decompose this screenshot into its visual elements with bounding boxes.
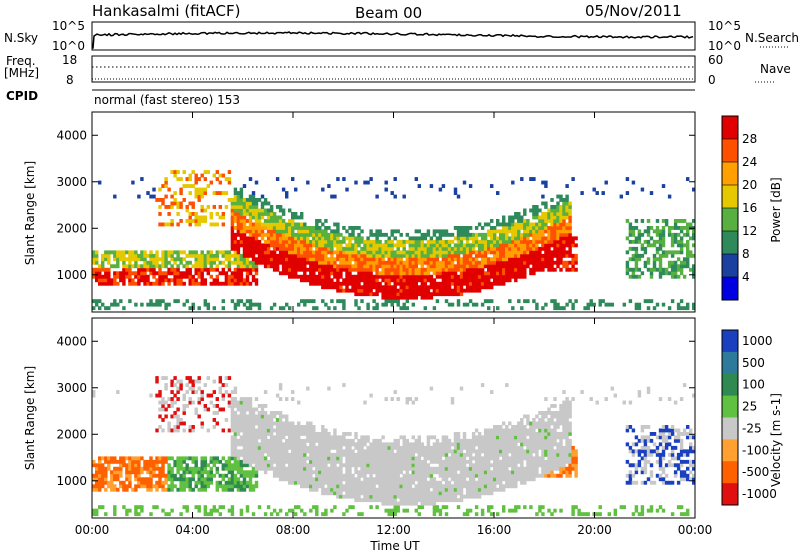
colorbar-tick-label: 25 (742, 400, 757, 414)
freq-left-tick-bottom: 8 (66, 73, 74, 87)
colorbar-tick-label: 12 (742, 224, 757, 238)
noise-left-tick-top: 10^5 (52, 19, 85, 33)
velocity-panel: 4000 3000 2000 1000 (56, 317, 696, 519)
power-colorbar-label: Power [dB] (769, 177, 783, 242)
colorbar-segment (722, 395, 738, 418)
colorbar-segment (722, 277, 738, 301)
velocity-ytick-label: 3000 (56, 381, 87, 395)
station-title: Hankasalmi (fitACF) (92, 2, 240, 20)
freq-left-label-2: [MHz] (4, 66, 39, 80)
colorbar-segment (722, 483, 738, 506)
cpid-text: normal (fast stereo) 153 (94, 93, 240, 107)
x-tick-label: 16:00 (477, 523, 512, 537)
power-ytick-label: 1000 (56, 268, 87, 282)
beam-title: Beam 00 (355, 4, 422, 22)
velocity-colorbar: 1000 500 100 25 -25 -100 -500 -1000 (721, 329, 777, 506)
colorbar-tick-label: 16 (742, 201, 757, 215)
x-axis-ticks: 00:00 04:00 08:00 12:00 16:00 20:00 00:00 (75, 523, 713, 537)
power-cells (92, 170, 696, 311)
power-ytick-label: 3000 (56, 175, 87, 189)
colorbar-tick-label: 28 (742, 132, 757, 146)
x-tick-label: 04:00 (175, 523, 210, 537)
colorbar-tick-label: 500 (742, 356, 765, 370)
noise-left-label: N.Sky (4, 31, 38, 45)
colorbar-segment (722, 162, 738, 186)
velocity-y-axis-label: Slant Range [km] (23, 366, 37, 470)
colorbar-segment (722, 185, 738, 209)
colorbar-tick-label: 100 (742, 378, 765, 392)
power-colorbar: 28 24 20 16 12 8 4 (721, 115, 757, 301)
velocity-ytick-label: 2000 (56, 427, 87, 441)
velocity-ytick-label: 4000 (56, 334, 87, 348)
freq-panel-frame (91, 55, 696, 83)
colorbar-segment (722, 373, 738, 397)
power-y-axis-label: Slant Range [km] (23, 161, 37, 265)
colorbar-segment (722, 208, 738, 232)
noise-right-label: N.Search (745, 31, 799, 45)
velocity-ytick-label: 1000 (56, 474, 87, 488)
nave-label: Nave (760, 62, 791, 76)
velocity-colorbar-label: Velocity [m s-1] (769, 393, 783, 487)
noise-trace (92, 31, 694, 49)
freq-right-tick-top: 60 (708, 53, 723, 67)
date-title: 05/Nov/2011 (585, 2, 682, 20)
colorbar-tick-label: -1000 (742, 487, 777, 501)
x-tick-label: 12:00 (376, 523, 411, 537)
colorbar-segment (722, 461, 738, 484)
power-ytick-label: 2000 (56, 221, 87, 235)
freq-right-tick-bottom: 0 (708, 73, 716, 87)
x-tick-label: 20:00 (577, 523, 612, 537)
colorbar-segment (722, 417, 738, 440)
noise-line (92, 31, 694, 49)
colorbar-tick-label: 1000 (742, 334, 773, 348)
colorbar-segment (722, 351, 738, 375)
colorbar-tick-label: -25 (742, 421, 762, 435)
velocity-cells (92, 376, 696, 517)
colorbar-tick-label: -500 (742, 465, 769, 479)
colorbar-segment (722, 439, 738, 462)
colorbar-segment (722, 254, 738, 278)
colorbar-tick-label: 20 (742, 178, 757, 192)
noise-left-tick-bottom: 10^0 (52, 39, 85, 53)
x-tick-label: 00:00 (75, 523, 110, 537)
x-tick-label: 00:00 (678, 523, 713, 537)
power-ytick-label: 4000 (56, 128, 87, 142)
colorbar-tick-label: 24 (742, 155, 757, 169)
colorbar-tick-label: 4 (742, 270, 750, 284)
power-panel: 4000 3000 2000 1000 (56, 111, 696, 313)
freq-left-label-1: Freq. (6, 54, 36, 68)
colorbar-segment (722, 231, 738, 255)
noise-panel-frame (91, 21, 696, 51)
noise-right-tick-bottom: 10^0 (708, 39, 741, 53)
colorbar-segment (722, 330, 738, 353)
x-tick-label: 08:00 (276, 523, 311, 537)
colorbar-tick-label: -100 (742, 443, 769, 457)
noise-right-tick-top: 10^5 (708, 19, 741, 33)
colorbar-segment (722, 116, 738, 140)
cpid-label: CPID (6, 89, 38, 103)
colorbar-tick-label: 8 (742, 247, 750, 261)
freq-left-tick-top: 18 (62, 53, 77, 67)
x-axis-label: Time UT (369, 539, 420, 553)
colorbar-segment (722, 139, 738, 163)
